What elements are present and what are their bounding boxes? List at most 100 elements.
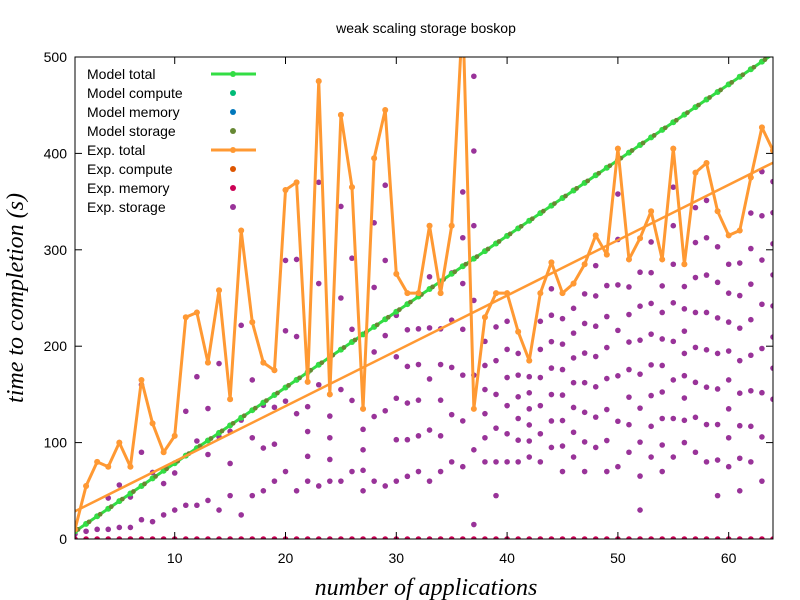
exp-storage-point <box>748 245 754 252</box>
exp-storage-point <box>581 320 588 327</box>
exp-storage-point <box>216 507 222 513</box>
exp-storage-point <box>570 379 577 386</box>
exp-memory-point <box>659 536 666 539</box>
exp-memory-point <box>770 536 773 539</box>
exp-memory-point <box>670 536 677 539</box>
exp-total-point <box>481 314 488 321</box>
exp-storage-point <box>315 381 322 388</box>
exp-storage-point <box>648 454 654 460</box>
exp-total-point <box>703 160 710 167</box>
exp-storage-point <box>349 397 355 404</box>
exp-storage-point <box>637 473 643 479</box>
exp-storage-point <box>592 293 599 299</box>
exp-storage-point <box>725 261 732 268</box>
exp-storage-point <box>160 512 167 518</box>
exp-storage-point <box>415 397 422 403</box>
exp-memory-point <box>227 536 233 539</box>
y-tick-label: 0 <box>59 531 67 547</box>
exp-memory-point <box>437 536 444 539</box>
exp-memory-point <box>315 536 322 539</box>
exp-total-point <box>504 290 511 297</box>
exp-storage-point <box>736 390 743 396</box>
exp-memory-point <box>205 536 211 539</box>
exp-storage-point <box>648 392 654 399</box>
legend-label: Model memory <box>87 104 180 120</box>
exp-total-point <box>460 11 466 17</box>
exp-storage-point <box>282 468 289 475</box>
model-storage-point <box>684 110 690 116</box>
exp-storage-point <box>548 391 555 398</box>
exp-storage-point <box>149 518 156 525</box>
exp-storage-point <box>759 389 765 396</box>
exp-memory-point <box>626 536 632 539</box>
exp-storage-point <box>659 415 666 422</box>
exp-storage-point <box>748 210 754 216</box>
exp-storage-point <box>692 239 699 246</box>
exp-storage-point <box>471 73 477 80</box>
exp-storage-point <box>725 377 732 383</box>
exp-storage-point <box>349 326 355 333</box>
exp-total-point <box>293 179 300 186</box>
exp-storage-point <box>604 468 610 475</box>
exp-storage-point <box>493 425 499 431</box>
exp-storage-point <box>548 444 555 451</box>
exp-storage-point <box>404 473 411 480</box>
series-layer <box>75 11 773 539</box>
exp-storage-point <box>681 372 688 379</box>
exp-storage-point <box>748 281 754 287</box>
legend-marker <box>230 204 236 210</box>
exp-memory-point <box>94 536 100 539</box>
exp-storage-point <box>659 283 666 289</box>
exp-storage-point <box>471 521 477 528</box>
exp-storage-point <box>271 404 278 411</box>
exp-storage-point <box>338 386 344 393</box>
exp-total-point <box>75 526 78 533</box>
exp-storage-point <box>559 366 566 373</box>
legend: Model total Model compute Model memory Mode… <box>87 66 256 215</box>
exp-storage-point <box>714 421 721 428</box>
exp-total-point <box>382 107 389 114</box>
exp-storage-point <box>637 439 643 445</box>
exp-storage-point <box>238 512 244 518</box>
exp-storage-point <box>526 438 533 444</box>
exp-storage-point <box>338 478 344 484</box>
model-storage-point <box>352 337 358 343</box>
exp-storage-point <box>426 325 433 331</box>
exp-storage-point <box>659 389 666 395</box>
exp-storage-point <box>570 404 577 411</box>
exp-storage-point <box>604 282 610 289</box>
exp-memory-point <box>559 536 566 539</box>
exp-storage-point <box>770 178 773 185</box>
exp-storage-point <box>249 492 256 499</box>
exp-storage-point <box>382 483 389 489</box>
exp-memory-point <box>116 536 123 539</box>
exp-storage-point <box>194 502 200 509</box>
exp-storage-point <box>426 478 433 484</box>
model-storage-point <box>142 481 147 487</box>
exp-storage-point <box>515 350 521 357</box>
exp-storage-point <box>615 373 621 379</box>
exp-storage-point <box>559 468 566 475</box>
exp-storage-point <box>205 405 211 412</box>
exp-storage-point <box>482 362 488 369</box>
exp-storage-point <box>559 341 566 347</box>
exp-storage-point <box>648 239 654 245</box>
exp-storage-point <box>426 273 433 280</box>
model-storage-point <box>585 178 591 184</box>
x-tick-label: 40 <box>499 550 515 566</box>
model-storage-point <box>474 254 480 260</box>
exp-storage-point <box>581 350 588 356</box>
exp-storage-point <box>94 526 100 533</box>
exp-storage-point <box>426 376 433 382</box>
exp-storage-point <box>537 346 544 353</box>
exp-memory-point <box>105 536 112 539</box>
exp-storage-point <box>670 300 677 306</box>
exp-storage-point <box>293 256 300 263</box>
exp-storage-point <box>382 257 389 264</box>
exp-storage-point <box>670 222 677 229</box>
model-storage-point <box>518 223 524 229</box>
exp-storage-point <box>714 492 721 499</box>
exp-total-point <box>747 174 754 181</box>
exp-storage-point <box>171 507 178 513</box>
legend-label: Model total <box>87 66 155 82</box>
